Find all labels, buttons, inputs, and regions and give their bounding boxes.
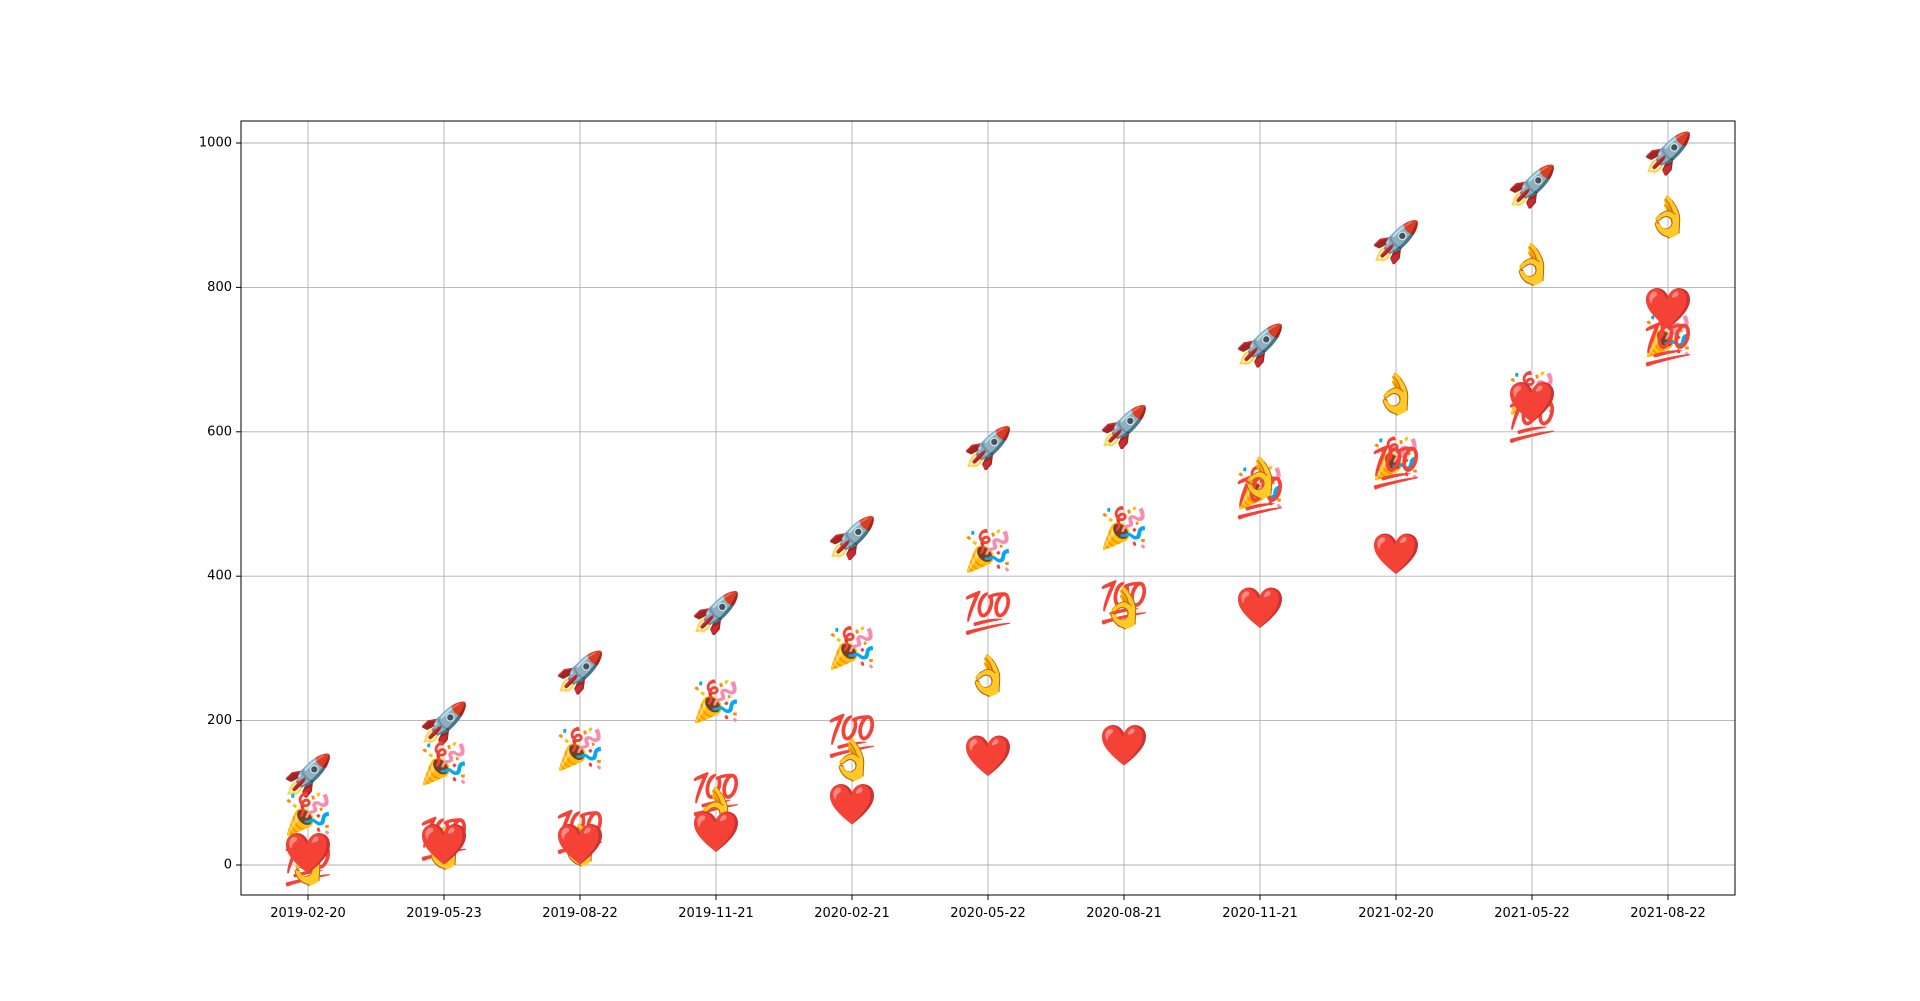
rocket-marker: 🚀 [555, 649, 605, 696]
red-heart-marker: ❤️ [1507, 380, 1557, 426]
rocket-marker: 🚀 [1235, 322, 1285, 369]
hundred-points-marker: 💯 [283, 841, 333, 888]
party-popper-marker: 🎉 [283, 790, 333, 837]
y-gridlines [241, 142, 1735, 866]
rocket-marker: 🚀 [1643, 130, 1693, 177]
rocket-marker: 🚀 [419, 700, 469, 747]
x-tick-label: 2021-02-20 [1358, 906, 1434, 921]
rocket-marker: 🚀 [283, 752, 333, 799]
red-heart-marker: ❤️ [827, 782, 877, 828]
rocket-marker: 🚀 [1507, 163, 1557, 210]
party-popper-marker: 🎉 [691, 678, 741, 725]
x-tick-label: 2019-02-20 [270, 906, 346, 921]
y-tick-label: 1000 [199, 136, 232, 151]
party-popper-marker: 🎉 [1643, 312, 1693, 359]
ok-hand-marker: 👌 [1507, 242, 1557, 288]
hundred-points-marker: 💯 [1507, 398, 1557, 445]
rocket-marker: 🚀 [1099, 403, 1149, 450]
x-tick-label: 2020-08-21 [1086, 906, 1162, 921]
x-gridlines [307, 121, 1669, 895]
ok-hand-marker: 👌 [1643, 194, 1693, 240]
ok-hand-marker: 👌 [283, 842, 333, 888]
party-popper-marker: 🎉 [963, 528, 1013, 575]
y-tick-label: 200 [207, 713, 232, 728]
hundred-points-marker: 💯 [1235, 474, 1285, 521]
party-popper-marker: 🎉 [1507, 370, 1557, 417]
ok-hand-marker: 👌 [691, 786, 741, 832]
x-tick-label: 2020-11-21 [1222, 906, 1298, 921]
red-heart-marker: ❤️ [1371, 532, 1421, 578]
rocket-marker: 🚀 [1371, 219, 1421, 266]
hundred-points-marker: 💯 [827, 712, 877, 759]
party-popper-marker: 🎉 [555, 725, 605, 772]
x-tick-label: 2020-05-22 [950, 906, 1026, 921]
party-popper-marker: 🎉 [419, 740, 469, 787]
ok-hand-marker: 👌 [1099, 586, 1149, 632]
red-heart-marker: ❤️ [555, 822, 605, 868]
red-heart-marker: ❤️ [1099, 723, 1149, 769]
ok-hand-marker: 👌 [555, 823, 605, 869]
y-tick-label: 400 [207, 569, 232, 584]
y-tick-label: 800 [207, 280, 232, 295]
x-tick-label: 2019-05-23 [406, 906, 482, 921]
y-tick-label: 600 [207, 424, 232, 439]
red-heart-marker: ❤️ [419, 822, 469, 868]
y-axis-ticks: 0 200 400 600 800 1000 [199, 136, 241, 873]
ok-hand-marker: 👌 [1371, 371, 1421, 417]
red-heart-marker: ❤️ [963, 734, 1013, 780]
red-heart-marker: ❤️ [1643, 286, 1693, 332]
rocket-marker: 🚀 [827, 515, 877, 562]
red-heart-marker: ❤️ [283, 831, 333, 877]
x-tick-label: 2020-02-21 [814, 906, 890, 921]
hundred-points-marker: 💯 [419, 816, 469, 863]
rocket-marker: 🚀 [691, 590, 741, 637]
ok-hand-marker: 👌 [963, 653, 1013, 699]
hundred-points-marker: 💯 [963, 590, 1013, 637]
party-popper-marker: 🎉 [827, 624, 877, 671]
ok-hand-marker: 👌 [1235, 456, 1285, 502]
red-heart-marker: ❤️ [691, 810, 741, 856]
red-heart-marker: ❤️ [1235, 586, 1285, 632]
x-axis-ticks: 2019-02-20 2019-05-23 2019-08-22 2019-11-21… [270, 895, 1706, 921]
data-markers: 🚀🚀🚀🚀🚀🚀 🚀🚀🚀🚀🚀🎉🎉 🎉🎉🎉🎉🎉🎉🎉🎉🎉💯💯 💯💯💯💯 💯💯💯💯💯👌 👌 👌👌👌👌👌… [283, 130, 1693, 888]
ok-hand-marker: 👌 [827, 737, 877, 783]
x-tick-label: 2019-08-22 [542, 906, 618, 921]
hundred-points-marker: 💯 [691, 771, 741, 818]
ok-hand-marker: 👌 [419, 826, 469, 872]
y-tick-label: 0 [224, 858, 232, 873]
rocket-marker: 🚀 [963, 424, 1013, 471]
party-popper-marker: 🎉 [1371, 435, 1421, 482]
hundred-points-marker: 💯 [1099, 579, 1149, 626]
hundred-points-marker: 💯 [555, 809, 605, 856]
hundred-points-marker: 💯 [1371, 444, 1421, 491]
x-tick-label: 2019-11-21 [678, 906, 754, 921]
party-popper-marker: 🎉 [1099, 505, 1149, 552]
party-popper-marker: 🎉 [1235, 464, 1285, 511]
x-tick-label: 2021-05-22 [1494, 906, 1570, 921]
hundred-points-marker: 💯 [1643, 321, 1693, 368]
x-tick-label: 2021-08-22 [1630, 906, 1706, 921]
